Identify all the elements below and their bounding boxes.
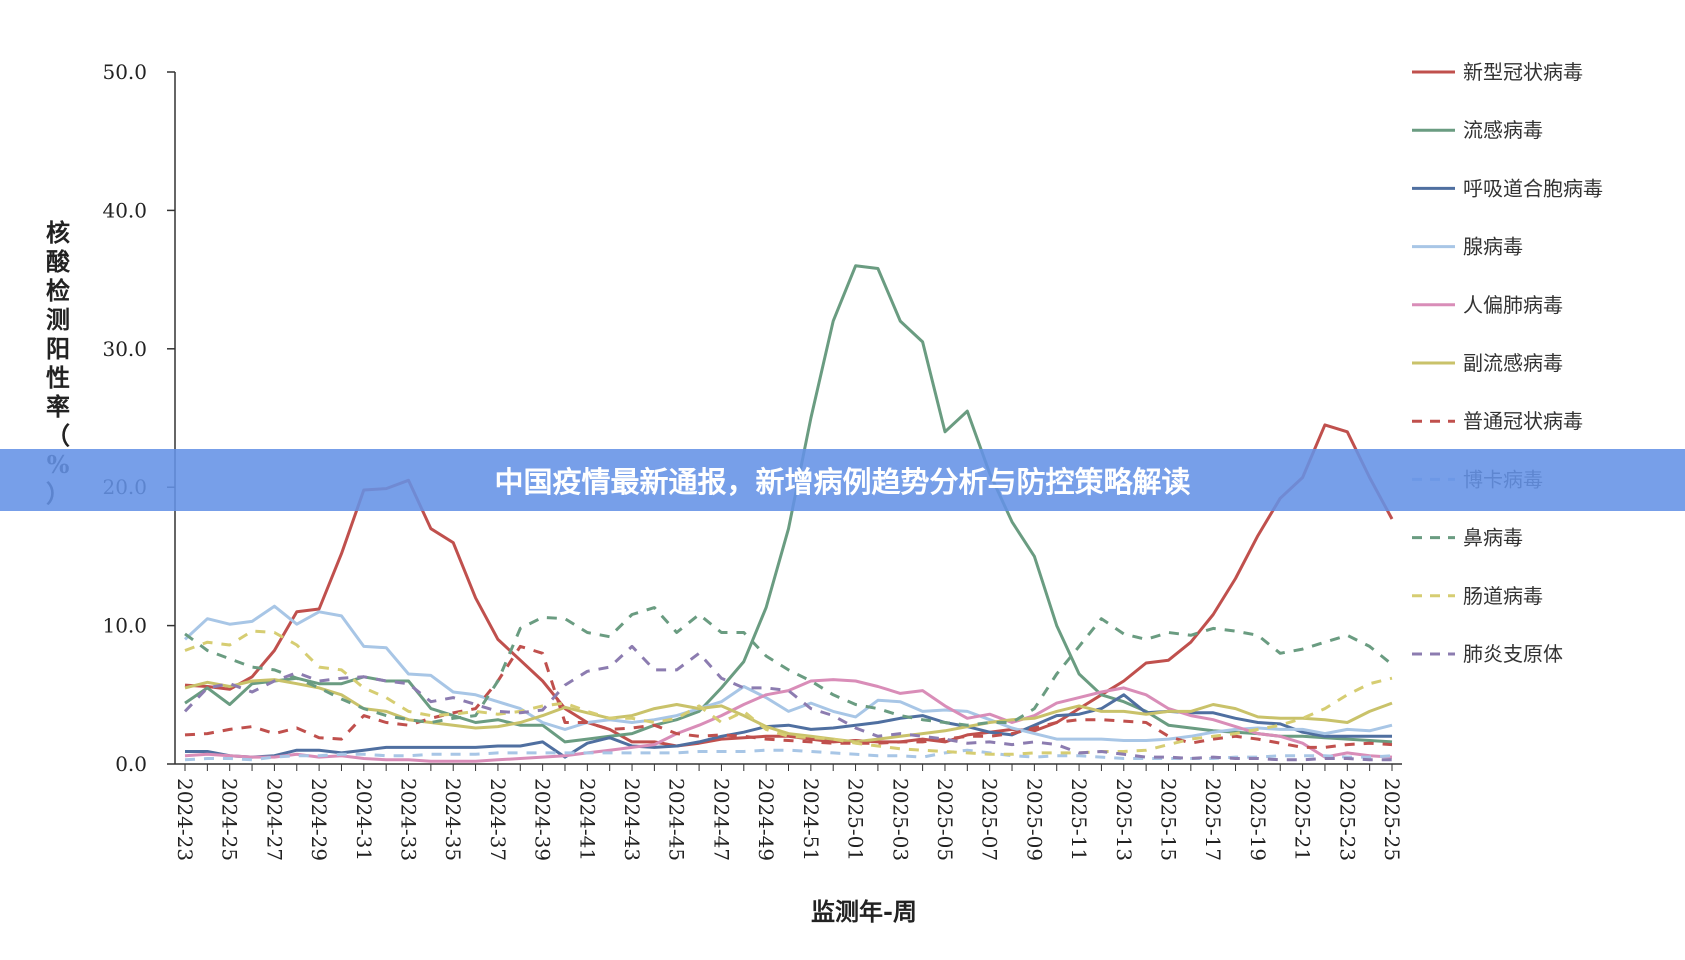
y-tick-label: 10.0	[102, 614, 147, 638]
series-line	[184, 264, 1393, 744]
x-tick-label: 2025-23	[1335, 778, 1359, 861]
y-axis-title-char: 阳	[46, 334, 70, 363]
legend-label: 肺炎支原体	[1463, 642, 1563, 666]
x-tick-label: 2024-41	[575, 778, 599, 861]
x-tick-label: 2024-29	[307, 778, 331, 861]
legend-label: 人偏肺病毒	[1463, 293, 1563, 317]
y-tick-label: 40.0	[102, 198, 147, 222]
x-tick-label: 2024-27	[262, 778, 286, 861]
x-tick-label: 2024-47	[709, 778, 733, 861]
y-axis-title-char: 检	[46, 276, 70, 305]
y-axis-title-char: 测	[46, 305, 70, 334]
series-line	[184, 678, 1393, 744]
x-tick-label: 2025-25	[1380, 778, 1404, 861]
x-axis-title: 监测年-周	[811, 897, 917, 926]
legend-label: 新型冠状病毒	[1463, 60, 1583, 84]
x-tick-label: 2024-51	[799, 778, 823, 861]
legend-label: 普通冠状病毒	[1463, 409, 1583, 433]
x-tick-label: 2024-25	[218, 778, 242, 861]
x-tick-label: 2025-09	[1022, 778, 1046, 861]
legend-label: 腺病毒	[1463, 235, 1523, 259]
x-tick-label: 2024-39	[531, 778, 555, 861]
x-tick-label: 2025-03	[888, 778, 912, 861]
x-tick-label: 2024-33	[397, 778, 421, 861]
legend-label: 副流感病毒	[1463, 351, 1563, 375]
y-tick-label: 30.0	[102, 337, 147, 361]
x-tick-label: 2024-49	[754, 778, 778, 861]
title-banner: 中国疫情最新通报，新增病例趋势分析与防控策略解读	[0, 449, 1685, 511]
x-tick-label: 2025-05	[933, 778, 957, 861]
y-axis-title-char: （	[46, 421, 70, 450]
y-tick-label: 0.0	[115, 752, 147, 776]
series-lines	[183, 264, 1394, 763]
series-line	[184, 748, 1393, 762]
y-axis-title-char: 酸	[46, 247, 71, 276]
series-line	[183, 604, 1393, 742]
x-tick-label: 2025-17	[1201, 778, 1225, 861]
x-tick-label: 2024-43	[620, 778, 644, 861]
x-tick-label: 2024-45	[665, 778, 689, 861]
series-line	[183, 644, 1392, 762]
x-tick-label: 2024-35	[441, 778, 465, 861]
y-axis-title-char: 性	[46, 363, 70, 392]
y-axis-title-char: 率	[46, 392, 70, 421]
series-line	[184, 606, 1393, 727]
x-tick-label: 2025-13	[1112, 778, 1136, 861]
x-tick-label: 2025-21	[1291, 778, 1315, 861]
x-tick-label: 2024-31	[352, 778, 376, 861]
legend-label: 流感病毒	[1463, 118, 1543, 142]
legend-label: 呼吸道合胞病毒	[1463, 176, 1603, 200]
x-tick-label: 2025-07	[978, 778, 1002, 861]
legend-label: 鼻病毒	[1463, 526, 1523, 550]
x-tick-label: 2025-19	[1246, 778, 1270, 861]
legend: 新型冠状病毒流感病毒呼吸道合胞病毒腺病毒人偏肺病毒副流感病毒普通冠状病毒博卡病毒…	[1412, 60, 1603, 666]
x-tick-label: 2025-11	[1067, 778, 1091, 861]
y-tick-label: 50.0	[102, 60, 147, 84]
x-tick-label: 2024-23	[173, 778, 197, 861]
series-line	[184, 644, 1393, 749]
x-tick-label: 2024-37	[486, 778, 510, 861]
banner-title: 中国疫情最新通报，新增病例趋势分析与防控策略解读	[494, 465, 1191, 499]
x-tick-label: 2025-15	[1156, 778, 1180, 861]
x-tick-label: 2025-01	[844, 778, 868, 861]
legend-label: 肠道病毒	[1463, 584, 1543, 608]
series-line	[184, 678, 1393, 763]
y-axis-title-char: 核	[46, 218, 70, 247]
